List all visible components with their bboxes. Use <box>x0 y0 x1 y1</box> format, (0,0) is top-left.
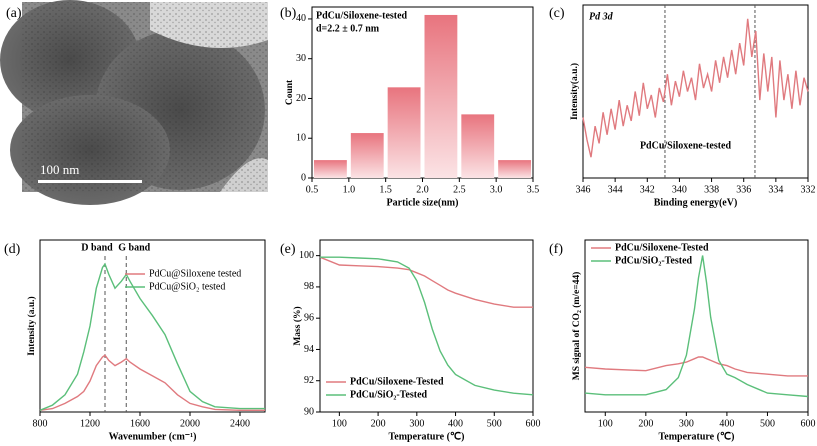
x-tick-label: 336 <box>736 184 751 195</box>
legend-label: PdCu/SiO₂-Tested <box>350 389 428 400</box>
x-axis-title: Temperature (℃) <box>389 431 465 442</box>
legend-label: PdCu/SiO₂-Tested <box>615 255 693 266</box>
plot-frame <box>584 239 809 413</box>
panel-label: (d) <box>4 242 21 257</box>
x-tick-label: 2400 <box>230 418 250 429</box>
x-tick-label: 200 <box>638 418 653 429</box>
x-tick-label: 300 <box>409 418 424 429</box>
x-tick-label: 100 <box>332 418 347 429</box>
x-tick-label: 200 <box>371 418 386 429</box>
bar <box>314 160 347 178</box>
series-line <box>319 256 533 308</box>
y-tick-label: 20 <box>296 93 306 104</box>
x-tick-label: 800 <box>33 418 48 429</box>
panel-label: (b) <box>280 6 297 21</box>
panel-label: (e) <box>280 242 296 257</box>
y-axis-title: Count <box>285 79 295 105</box>
y-tick-label: 92 <box>304 375 314 386</box>
x-tick-label: 500 <box>760 418 775 429</box>
x-axis-title: Temperature (℃) <box>659 431 735 442</box>
tem-image <box>0 0 268 205</box>
legend-label: PdCu/Siloxene-Tested <box>350 376 444 387</box>
y-axis-title: Intensity (a.u.) <box>26 296 37 355</box>
bar <box>424 14 458 178</box>
chart-title: PdCu/Siloxene-tested <box>316 10 408 21</box>
reference-label: G band <box>118 242 150 253</box>
bar <box>461 114 495 178</box>
bar <box>350 133 384 178</box>
x-tick-label: 3.5 <box>527 184 540 195</box>
series-line <box>39 262 265 411</box>
x-tick-label: 2.0 <box>416 184 429 195</box>
panel-label: (c) <box>549 6 565 21</box>
x-tick-label: 100 <box>598 418 613 429</box>
x-tick-label: 344 <box>608 184 623 195</box>
series-line <box>320 256 534 396</box>
legend-label: PdCu/Siloxene-Tested <box>615 242 709 253</box>
x-tick-label: 1600 <box>130 418 150 429</box>
x-tick-label: 332 <box>801 184 816 195</box>
y-axis-title: Intensity(a.u.) <box>569 63 580 120</box>
x-tick-label: 0.5 <box>306 184 319 195</box>
reference-label: D band <box>81 242 113 253</box>
panel-label: (f) <box>549 242 563 257</box>
series-line <box>582 18 809 158</box>
y-tick-label: 30 <box>296 53 306 64</box>
series-line <box>39 354 265 411</box>
y-tick-label: 40 <box>296 13 306 24</box>
y-tick-label: 94 <box>304 344 314 355</box>
scale-bar-label: 100 nm <box>40 162 79 177</box>
chart-title: Pd 3d <box>589 11 614 22</box>
x-tick-label: 2.5 <box>453 184 466 195</box>
x-tick-label: 346 <box>576 184 591 195</box>
x-tick-label: 340 <box>672 184 687 195</box>
y-tick-label: 98 <box>304 281 314 292</box>
x-tick-label: 600 <box>526 418 541 429</box>
y-axis-title: MS signal of CO₂ (m/e=44) <box>571 272 582 381</box>
plot-frame <box>319 239 534 413</box>
legend-label: PdCu@SiO₂ tested <box>149 281 225 292</box>
x-tick-label: 400 <box>448 418 463 429</box>
x-tick-label: 338 <box>704 184 719 195</box>
y-tick-label: 10 <box>296 133 306 144</box>
x-axis-title: Binding energy(eV) <box>654 197 738 208</box>
plot-frame <box>39 239 266 413</box>
chart-subtitle: d=2.2 ± 0.7 nm <box>316 23 380 34</box>
y-tick-label: 0 <box>301 172 306 183</box>
x-axis-title: Particle size(nm) <box>387 197 459 208</box>
annotation: PdCu/Siloxene-tested <box>640 140 732 151</box>
series-line <box>584 356 808 377</box>
x-tick-label: 334 <box>768 184 783 195</box>
x-tick-label: 2000 <box>180 418 200 429</box>
bar <box>387 87 421 178</box>
x-tick-label: 1200 <box>80 418 100 429</box>
x-axis-title: Wavenumber (cm⁻¹) <box>109 431 197 442</box>
x-tick-label: 500 <box>487 418 502 429</box>
x-tick-label: 300 <box>679 418 694 429</box>
panel-label: (a) <box>6 6 22 21</box>
legend-label: PdCu@Siloxene tested <box>149 268 241 279</box>
bar <box>498 160 531 178</box>
x-tick-label: 1.5 <box>379 184 392 195</box>
y-tick-label: 100 <box>299 250 314 261</box>
y-tick-label: 96 <box>304 312 314 323</box>
x-tick-label: 1.0 <box>343 184 356 195</box>
series-line <box>584 255 809 398</box>
x-tick-label: 3.0 <box>490 184 503 195</box>
y-axis-title: Mass (%) <box>292 306 303 345</box>
x-tick-label: 600 <box>801 418 816 429</box>
x-tick-label: 342 <box>640 184 655 195</box>
x-tick-label: 400 <box>719 418 734 429</box>
y-tick-label: 90 <box>304 406 314 417</box>
